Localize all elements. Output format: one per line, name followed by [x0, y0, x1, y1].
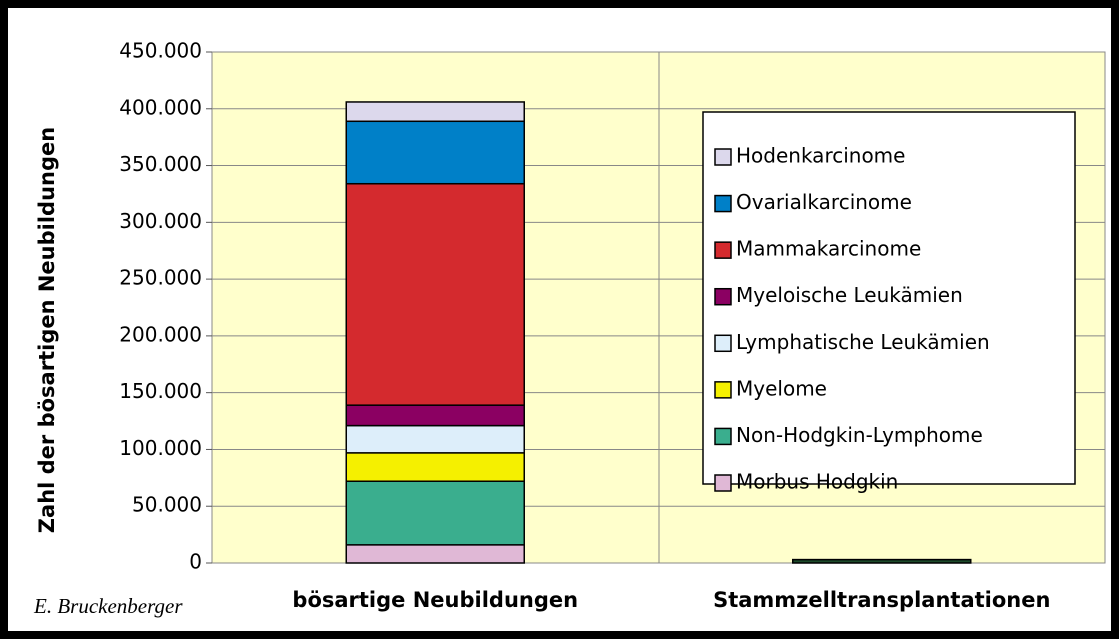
legend-label: Morbus Hodgkin — [736, 470, 898, 494]
legend-box — [702, 111, 1076, 485]
x-tick-label: bösartige Neubildungen — [292, 588, 578, 612]
y-axis-label: Zahl der bösartigen Neubildungen — [35, 127, 59, 533]
legend-swatch — [714, 474, 732, 492]
y-tick-label: 450.000 — [119, 39, 202, 63]
y-tick-label: 350.000 — [119, 152, 202, 176]
author: E. Bruckenberger — [33, 594, 183, 618]
legend-swatch — [714, 427, 732, 446]
bar-segment — [345, 101, 525, 123]
legend-label: Mammakarcinome — [736, 237, 921, 261]
x-tick-label: Stammzelltransplantationen — [713, 588, 1050, 612]
legend-swatch — [714, 334, 732, 353]
y-tick-label: 250.000 — [119, 266, 202, 290]
legend-swatch — [714, 381, 732, 399]
bar-segment — [792, 558, 972, 564]
bar-segment — [345, 182, 525, 406]
y-tick-label: 200.000 — [119, 322, 202, 346]
bar-segment — [345, 544, 525, 564]
bar-segment — [345, 480, 525, 546]
legend-swatch — [714, 194, 732, 213]
bar-segment — [345, 404, 525, 427]
legend-swatch — [714, 241, 732, 259]
legend-label: Ovarialkarcinome — [736, 190, 912, 214]
bar-segment — [345, 424, 525, 454]
y-tick-label: 0 — [189, 550, 202, 574]
legend-label: Lymphatische Leukämien — [736, 330, 990, 354]
legend-swatch — [714, 148, 732, 166]
legend-label: Myeloische Leukämien — [736, 283, 963, 307]
legend-swatch — [714, 287, 732, 306]
legend-label: Hodenkarcinome — [736, 144, 905, 168]
y-tick-label: 100.000 — [119, 436, 202, 460]
y-tick-label: 300.000 — [119, 209, 202, 233]
bar-segment — [345, 120, 525, 185]
legend-label: Myelome — [736, 376, 827, 400]
y-tick-label: 150.000 — [119, 379, 202, 403]
y-tick-label: 400.000 — [119, 95, 202, 119]
legend-label: Non-Hodgkin-Lymphome — [736, 423, 983, 447]
y-tick-label: 50.000 — [132, 493, 202, 517]
bar-segment — [345, 452, 525, 482]
